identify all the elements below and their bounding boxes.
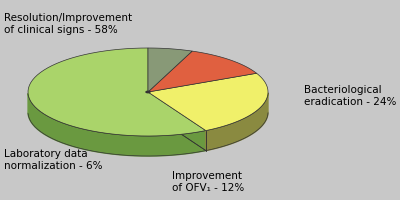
Ellipse shape bbox=[146, 91, 150, 93]
Polygon shape bbox=[28, 48, 206, 136]
Polygon shape bbox=[28, 94, 206, 156]
Text: Laboratory data
normalization - 6%: Laboratory data normalization - 6% bbox=[4, 149, 102, 171]
Text: Improvement
of OFV₁ - 12%: Improvement of OFV₁ - 12% bbox=[172, 171, 244, 193]
Polygon shape bbox=[148, 48, 192, 92]
Text: Resolution/Improvement
of clinical signs - 58%: Resolution/Improvement of clinical signs… bbox=[4, 13, 132, 35]
Polygon shape bbox=[148, 73, 268, 131]
Polygon shape bbox=[28, 112, 268, 156]
Polygon shape bbox=[148, 51, 256, 92]
Text: Bacteriological
eradication - 24%: Bacteriological eradication - 24% bbox=[304, 85, 396, 107]
Polygon shape bbox=[206, 93, 268, 151]
